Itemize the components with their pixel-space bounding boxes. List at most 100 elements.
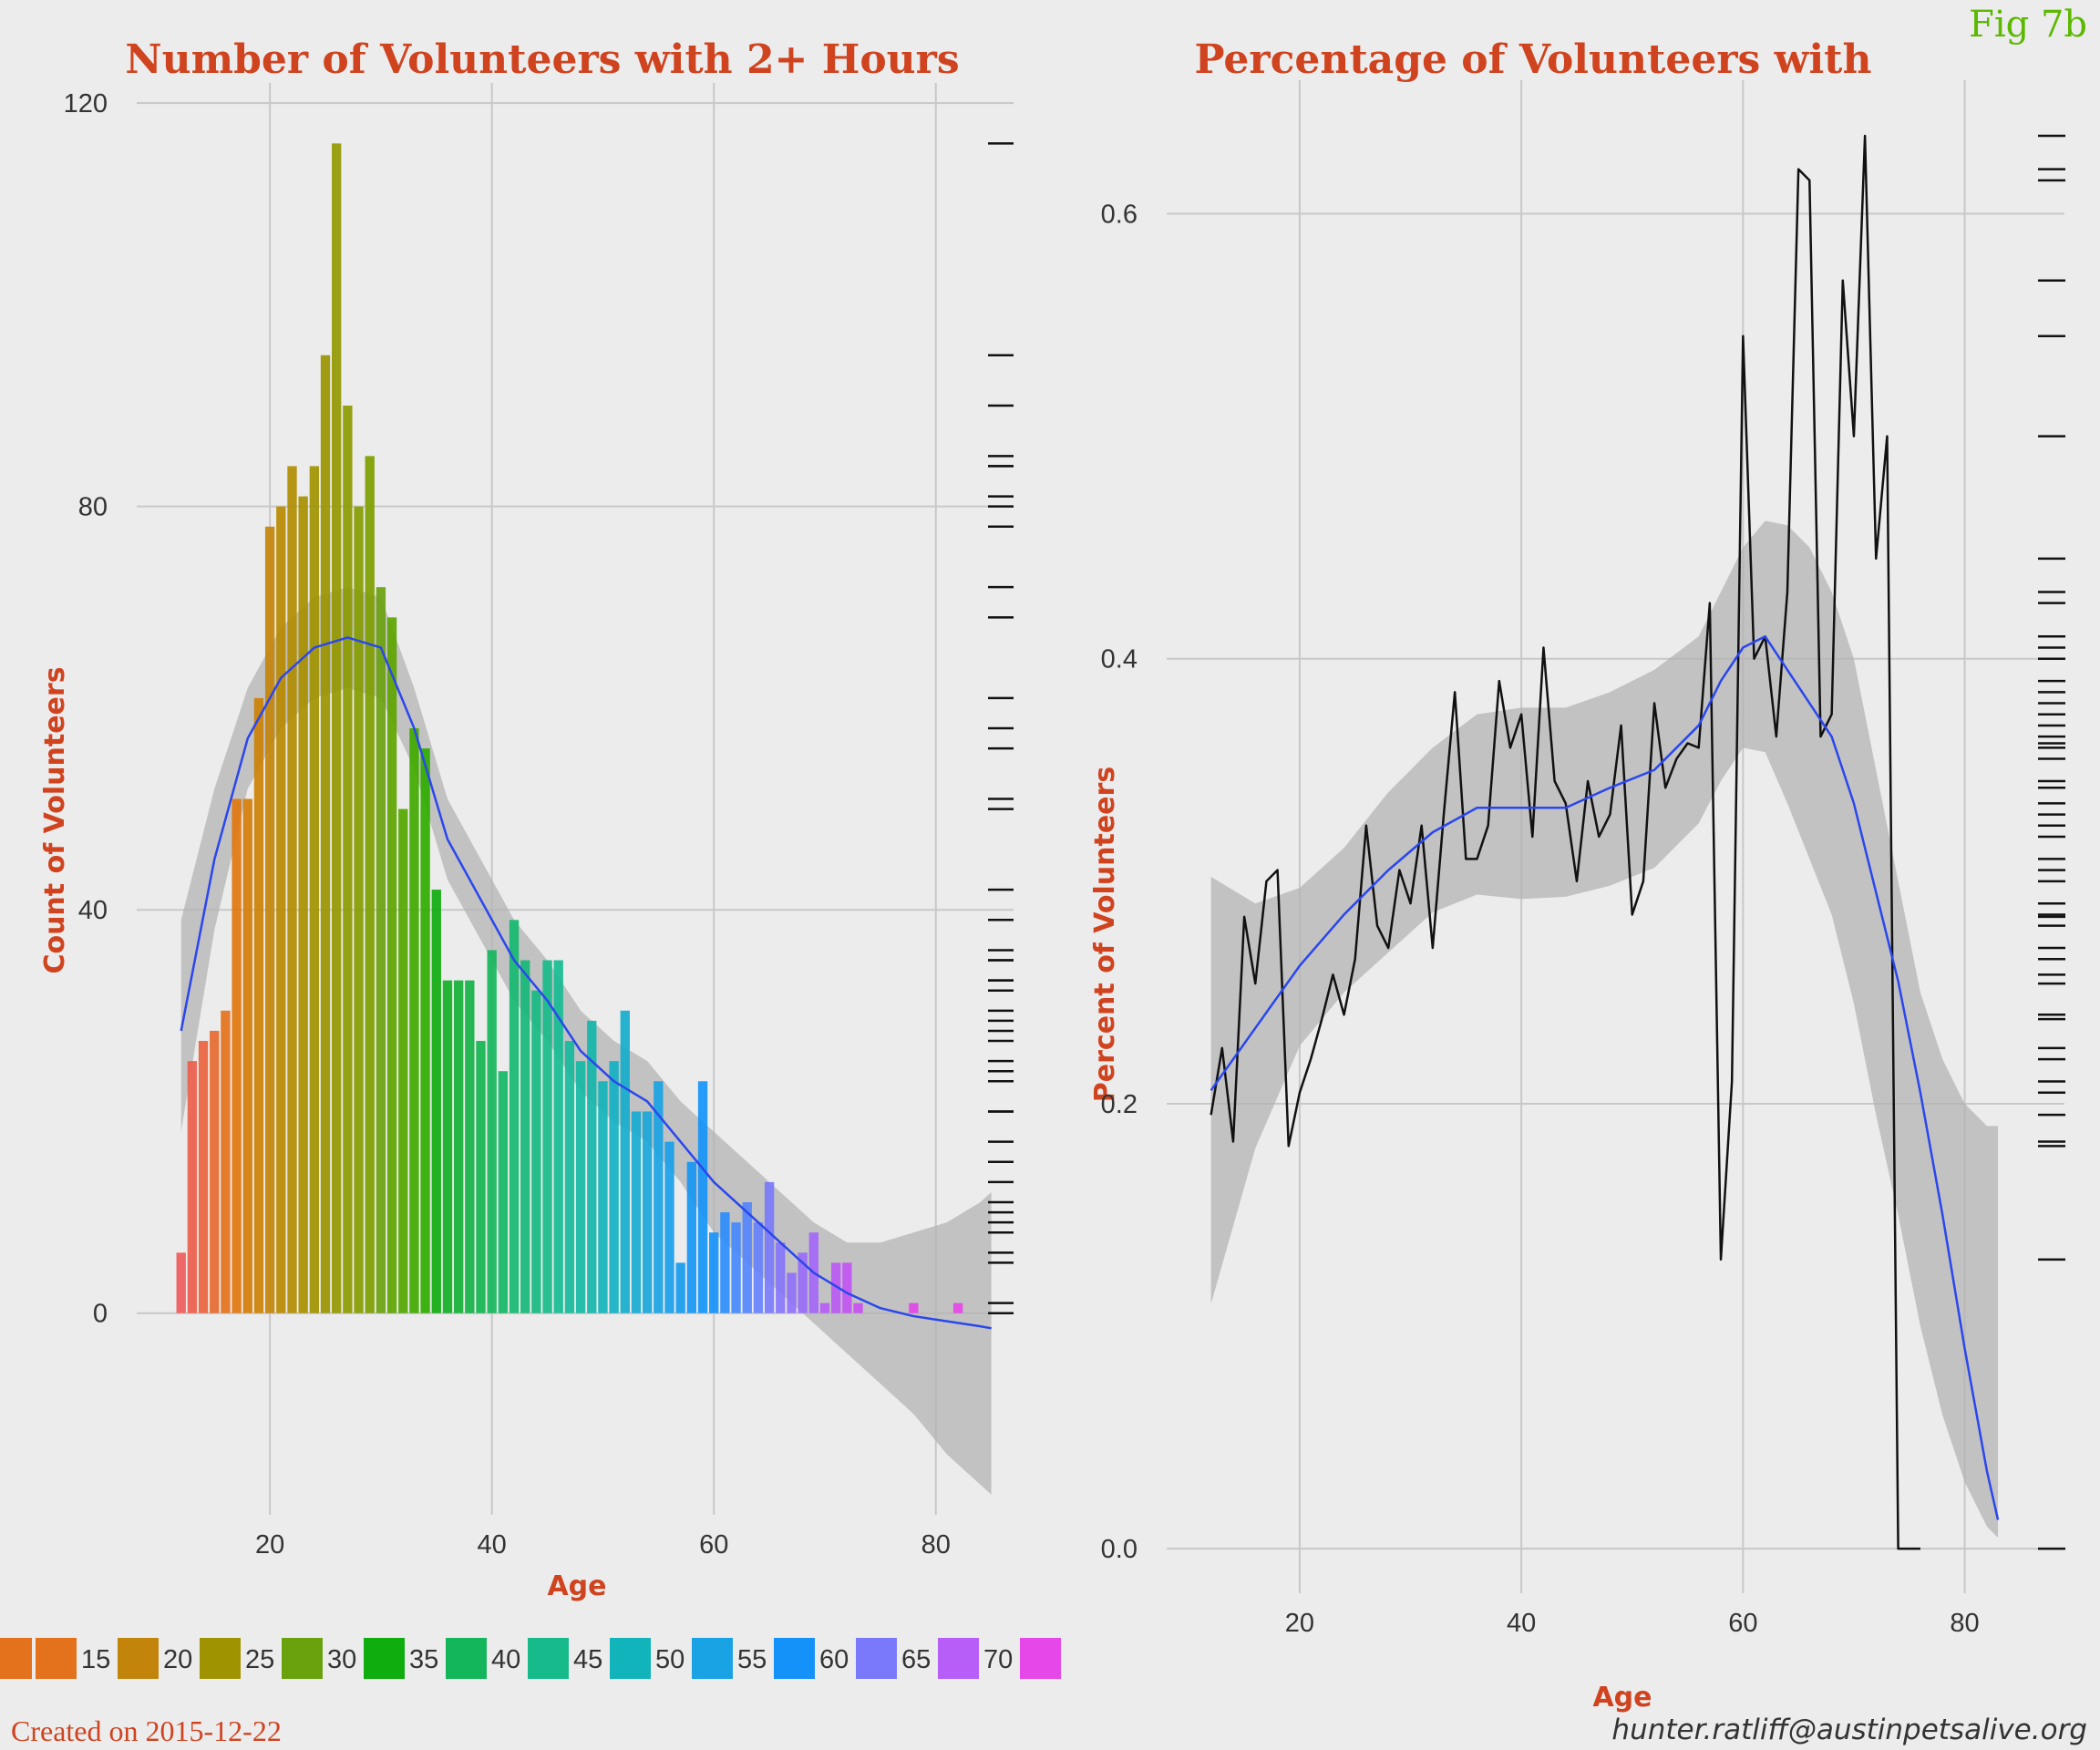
bar <box>830 1262 841 1313</box>
y-tick-label: 80 <box>78 493 108 522</box>
bar <box>509 920 520 1313</box>
bar <box>553 960 563 1313</box>
bar <box>210 1030 220 1313</box>
bar <box>232 798 242 1313</box>
bar <box>520 960 530 1313</box>
x-tick-label: 20 <box>1285 1609 1314 1638</box>
legend-label: 20 <box>163 1645 192 1674</box>
bar <box>842 1262 852 1313</box>
bar <box>498 1071 509 1313</box>
percent-chart-title: Percentage of Volunteers with <box>1195 36 1872 83</box>
legend-swatch <box>36 1638 77 1679</box>
legend-swatch <box>118 1638 159 1679</box>
y-tick-label: 0.2 <box>1101 1090 1138 1119</box>
bar <box>287 466 297 1313</box>
percent-chart-xlabel: Age <box>1592 1682 1652 1714</box>
bar <box>664 1141 674 1313</box>
bar <box>952 1302 963 1313</box>
bar <box>909 1302 919 1313</box>
bar <box>376 587 386 1313</box>
bar <box>221 1010 231 1313</box>
bar <box>542 960 552 1313</box>
percent-line <box>1210 134 1920 1550</box>
count-chart-ylabel: Count of Volunteers <box>39 666 71 973</box>
legend-label: 55 <box>737 1645 767 1674</box>
bar <box>620 1010 630 1313</box>
bar <box>487 950 497 1313</box>
legend-swatch <box>528 1638 569 1679</box>
count-chart-title: Number of Volunteers with 2+ Hours <box>125 36 959 83</box>
bar <box>587 1020 597 1313</box>
legend-swatch <box>446 1638 487 1679</box>
bar <box>320 355 331 1313</box>
figure-label: Fig 7b <box>1969 4 2087 46</box>
bar <box>332 143 342 1313</box>
x-tick-label: 20 <box>255 1530 284 1560</box>
bar <box>575 1061 586 1313</box>
x-tick-label: 80 <box>921 1530 951 1560</box>
legend-swatch <box>282 1638 323 1679</box>
bar <box>187 1061 198 1313</box>
y-tick-label: 0.0 <box>1101 1535 1138 1564</box>
y-tick-label: 40 <box>78 896 108 925</box>
bar <box>398 808 408 1313</box>
bar <box>198 1041 209 1313</box>
bar <box>409 728 419 1313</box>
bar <box>598 1081 608 1313</box>
legend-label: 60 <box>819 1645 849 1674</box>
legend-swatch <box>692 1638 733 1679</box>
bar <box>309 466 320 1313</box>
bar <box>654 1081 664 1313</box>
bar <box>276 506 286 1313</box>
bar <box>264 526 275 1313</box>
legend-label: 45 <box>573 1645 602 1674</box>
bar <box>731 1222 741 1313</box>
legend-label: 70 <box>983 1645 1013 1674</box>
age-legend: 15 20 25 30 35 40 45 50 55 60 65 70 <box>0 1638 1061 1679</box>
created-date: Created on 2015-12-22 <box>11 1714 282 1747</box>
bar <box>642 1111 653 1313</box>
bar <box>476 1041 486 1313</box>
bar <box>242 798 252 1313</box>
bar <box>798 1252 808 1313</box>
bar <box>176 1252 186 1313</box>
legend-label: 30 <box>327 1645 356 1674</box>
percent-chart: Percentage of Volunteers with Age Percen… <box>1089 36 2065 1714</box>
bar <box>776 1242 786 1313</box>
legend-swatch <box>364 1638 405 1679</box>
bar <box>720 1212 730 1313</box>
y-tick-label: 0.4 <box>1101 645 1138 674</box>
bar <box>787 1272 797 1313</box>
legend-label: 40 <box>491 1645 520 1674</box>
x-tick-label: 80 <box>1950 1609 1979 1638</box>
legend-label: 35 <box>409 1645 438 1674</box>
x-tick-label: 40 <box>478 1530 507 1560</box>
legend-label: 15 <box>81 1645 110 1674</box>
bar <box>742 1202 752 1313</box>
percent-chart-ylabel: Percent of Volunteers <box>1089 767 1121 1102</box>
bar <box>431 890 441 1313</box>
bar <box>564 1041 575 1313</box>
legend-swatch <box>0 1638 32 1679</box>
bar <box>253 697 264 1313</box>
legend-swatch <box>200 1638 241 1679</box>
bar <box>531 990 541 1313</box>
bar <box>465 980 475 1313</box>
bar <box>420 748 430 1313</box>
bar <box>386 617 397 1313</box>
smooth-line <box>180 636 992 1330</box>
bar <box>609 1061 619 1313</box>
bar <box>853 1302 863 1313</box>
count-chart-xlabel: Age <box>547 1570 606 1602</box>
bar <box>442 980 453 1313</box>
legend-swatch <box>774 1638 815 1679</box>
x-tick-label: 40 <box>1507 1609 1536 1638</box>
legend-label: 25 <box>245 1645 274 1674</box>
confidence-band <box>1210 520 1999 1538</box>
x-tick-label: 60 <box>699 1530 728 1560</box>
bar <box>675 1262 685 1313</box>
bar <box>686 1161 697 1313</box>
x-tick-label: 60 <box>1728 1609 1757 1638</box>
y-tick-label: 0.6 <box>1101 200 1138 229</box>
